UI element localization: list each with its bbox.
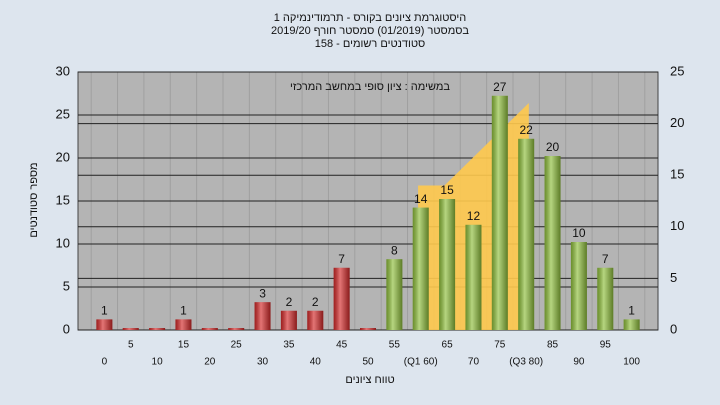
x-tick-label: 30 — [257, 357, 269, 368]
data-label: 20 — [546, 140, 560, 154]
y-tick-label: 5 — [63, 278, 70, 293]
bar-shade — [439, 199, 456, 330]
x-tick-label: (Q1 60) — [404, 357, 438, 368]
bar-shade — [386, 259, 403, 330]
x-tick-label: 70 — [468, 357, 480, 368]
data-label: 1 — [628, 304, 635, 318]
annotation: במשימה : ציון סופי במחשב המרכזי — [290, 81, 450, 93]
y2-tick-label: 0 — [670, 321, 677, 336]
data-label: 22 — [520, 123, 534, 137]
x-tick-label: 85 — [547, 340, 559, 351]
chart-subtitle: בסמסטר (01/2019) סמסטר חורף 2019/20 — [271, 25, 469, 37]
y2-tick-label: 20 — [670, 115, 684, 130]
data-label: 15 — [440, 183, 454, 197]
x-tick-label: 65 — [442, 340, 454, 351]
data-label: 10 — [572, 226, 586, 240]
x-tick-label: 5 — [128, 340, 134, 351]
data-label: 2 — [286, 295, 293, 309]
x-axis-label: טווח ציונים — [345, 374, 394, 386]
bar-shade — [412, 207, 429, 330]
x-tick-label: 45 — [336, 340, 348, 351]
data-label: 3 — [259, 286, 266, 300]
bar-shade — [570, 242, 587, 330]
x-tick-label: 10 — [152, 357, 164, 368]
x-tick-label: 50 — [362, 357, 374, 368]
data-label: 12 — [467, 209, 481, 223]
bar-shade — [254, 302, 271, 330]
data-label: 1 — [180, 304, 187, 318]
chart-subtitle: סטודנטים רשומים - 158 — [315, 38, 426, 50]
x-tick-label: 35 — [283, 340, 295, 351]
y-tick-label: 15 — [56, 192, 70, 207]
bar-shade — [360, 328, 376, 330]
y2-tick-label: 5 — [670, 270, 677, 285]
x-tick-label: (Q3 80) — [509, 357, 543, 368]
y2-tick-label: 15 — [670, 167, 684, 182]
bar-shade — [201, 328, 218, 330]
x-tick-label: 75 — [494, 340, 506, 351]
bar-shade — [465, 224, 482, 330]
x-tick-label: 55 — [389, 340, 401, 351]
bar-shade — [623, 319, 640, 330]
data-label: 2 — [312, 295, 319, 309]
y-tick-label: 30 — [56, 63, 70, 78]
bar-shade — [175, 319, 192, 330]
y-axis-label: מספר סטודנטים — [28, 162, 40, 237]
data-label: 7 — [602, 252, 609, 266]
data-label: 7 — [338, 252, 345, 266]
data-label: 1 — [101, 304, 108, 318]
data-label: 27 — [493, 80, 507, 94]
chart-title: היסטוגרמת ציונים בקורס - תרמודינמיקה 1 — [274, 12, 467, 24]
y2-tick-label: 25 — [670, 63, 684, 78]
bar-shade — [96, 319, 113, 330]
y-tick-label: 25 — [56, 106, 70, 121]
y-tick-label: 0 — [63, 321, 70, 336]
x-tick-label: 0 — [102, 357, 108, 368]
x-tick-label: 95 — [600, 340, 612, 351]
bar-shade — [518, 138, 535, 330]
x-tick-label: 25 — [231, 340, 243, 351]
bar-shade — [544, 156, 561, 330]
bar-shade — [307, 310, 324, 330]
bar-shade — [280, 310, 297, 330]
x-tick-label: 15 — [178, 340, 190, 351]
x-tick-label: 100 — [623, 357, 640, 368]
data-label: 8 — [391, 243, 398, 257]
bar-shade — [333, 267, 350, 330]
x-tick-label: 20 — [204, 357, 216, 368]
y-tick-label: 20 — [56, 149, 70, 164]
x-tick-label: 40 — [310, 357, 322, 368]
x-tick-label: 90 — [573, 357, 585, 368]
data-label: 14 — [414, 192, 428, 206]
y2-tick-label: 10 — [670, 218, 684, 233]
bar-shade — [597, 267, 614, 330]
y-tick-label: 10 — [56, 235, 70, 250]
bar-shade — [228, 328, 245, 330]
bar-shade — [149, 328, 166, 330]
bar-shade — [122, 328, 139, 330]
bar-shade — [491, 95, 508, 330]
